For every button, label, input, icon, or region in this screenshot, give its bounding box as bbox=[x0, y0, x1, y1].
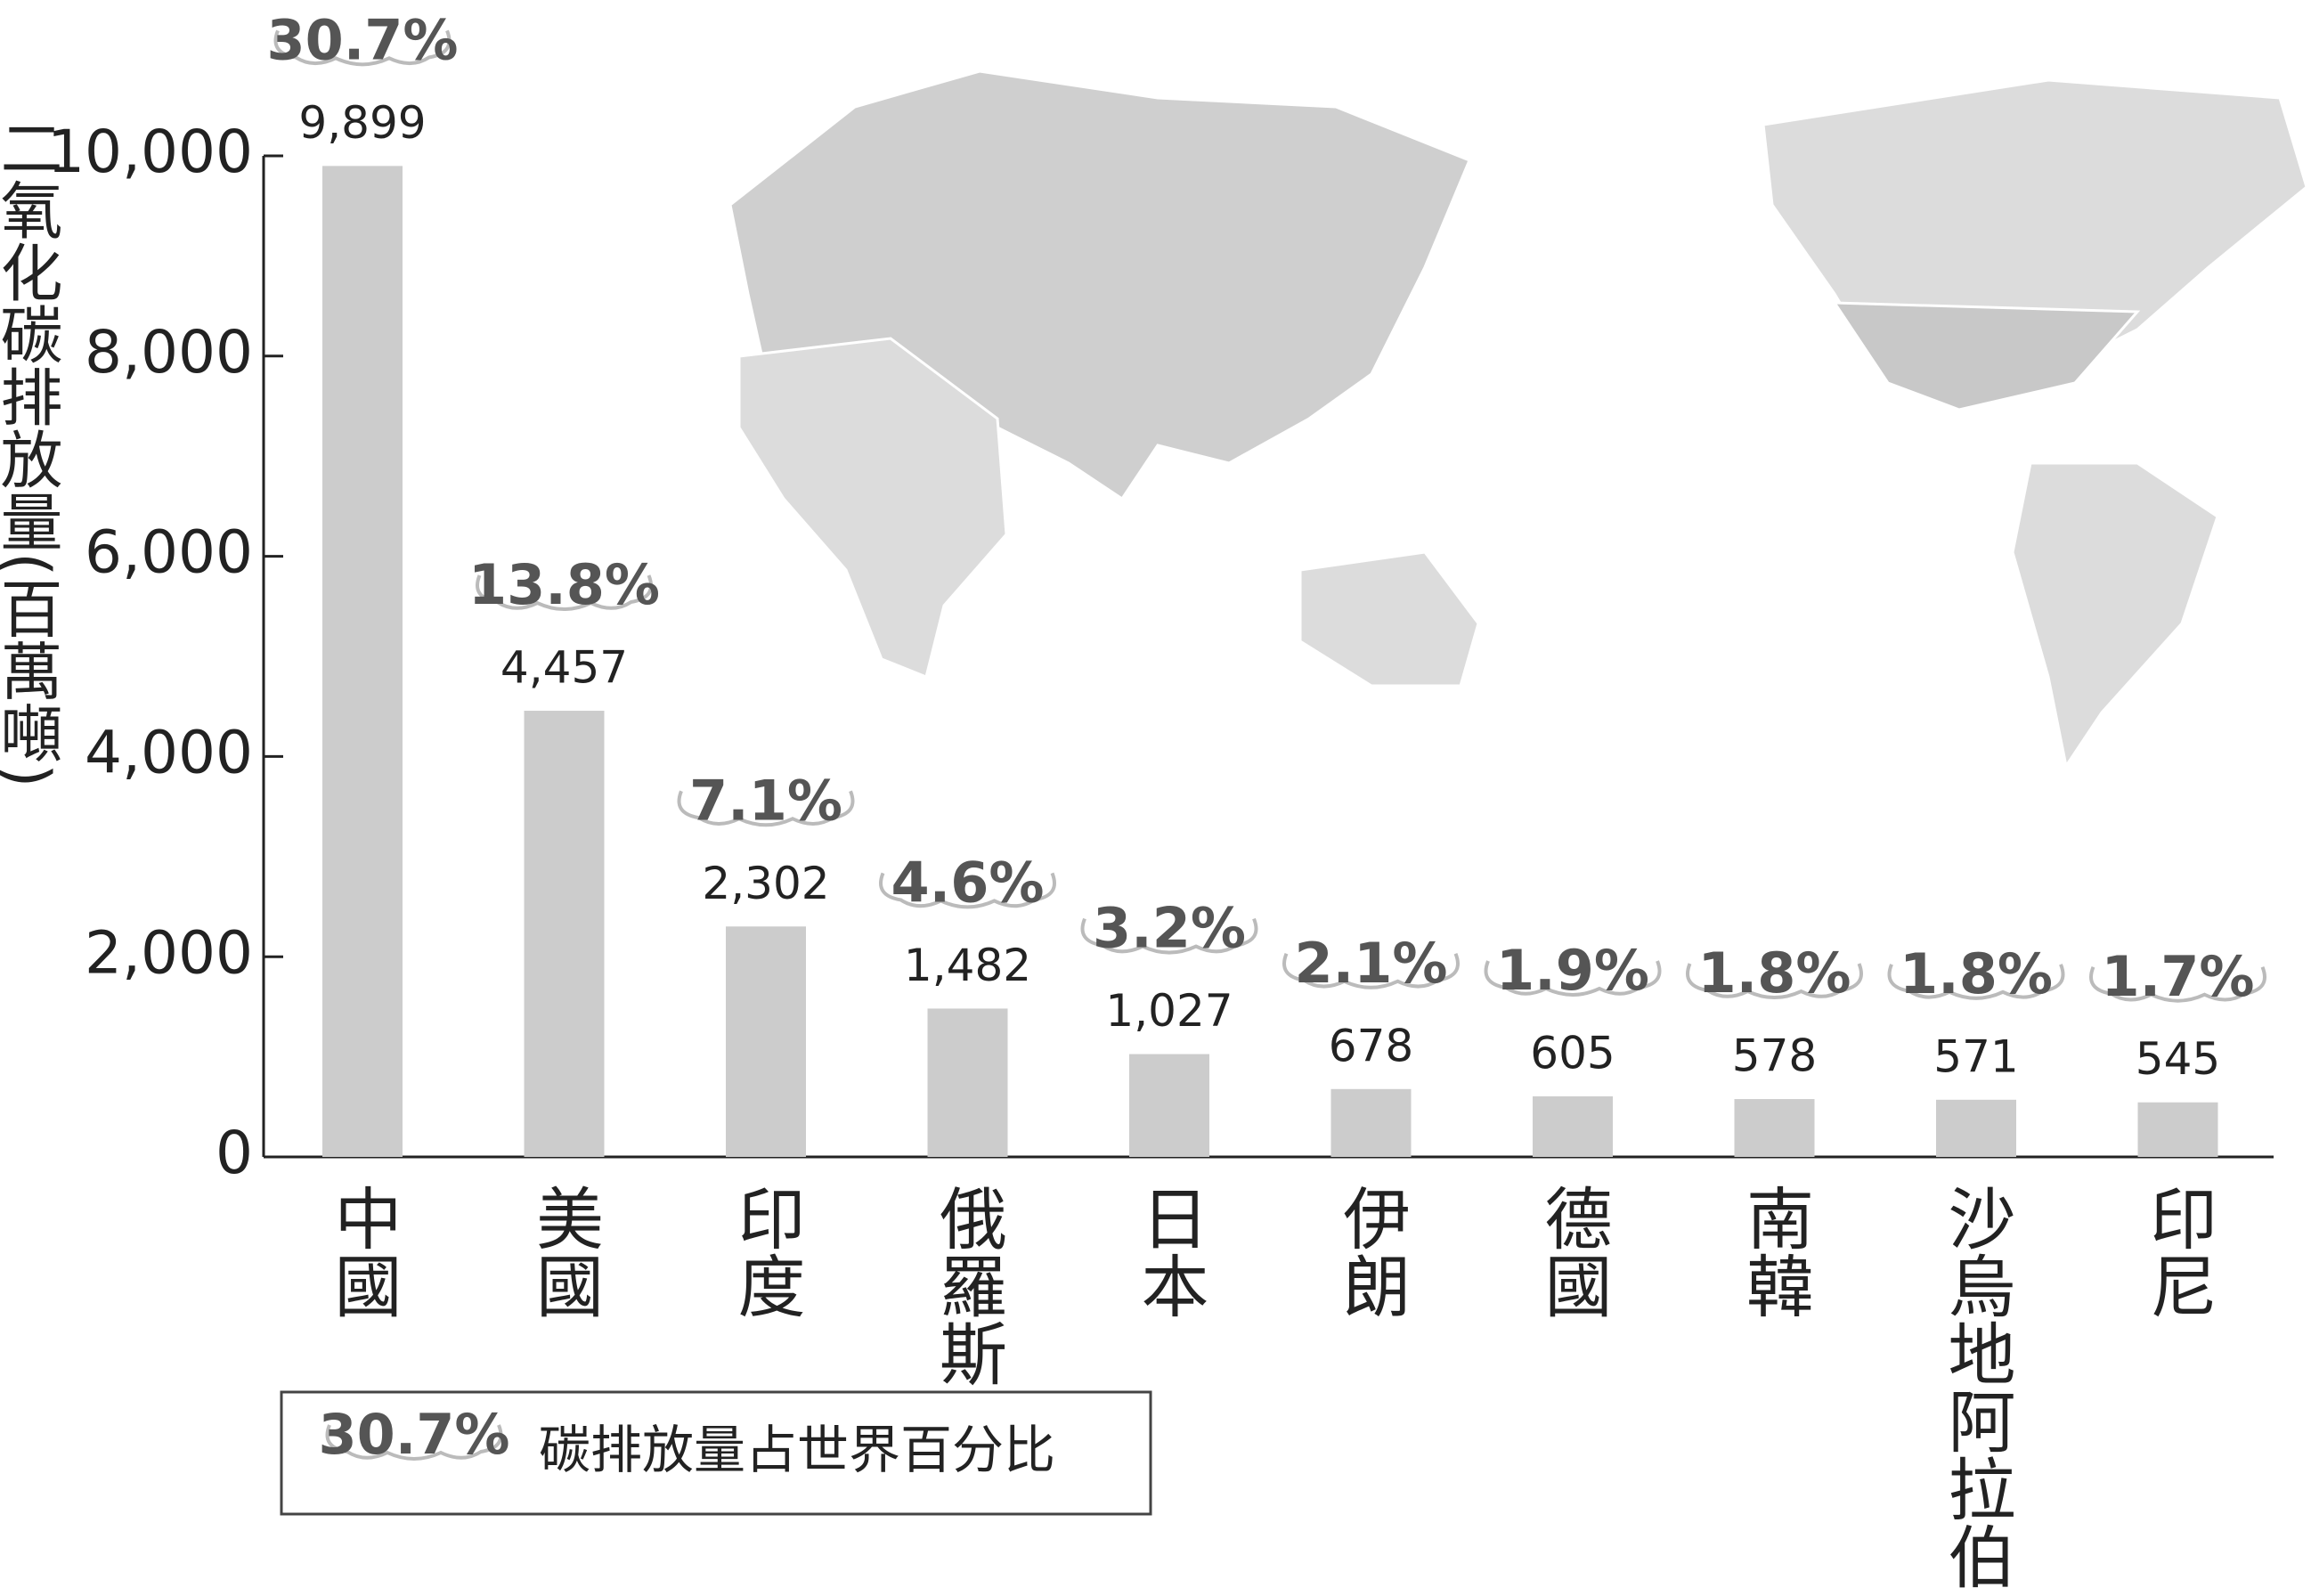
share-label: 1.7% bbox=[2102, 944, 2255, 1009]
share-label: 3.2% bbox=[1093, 896, 1246, 961]
share-label: 30.7% bbox=[266, 7, 458, 72]
bar bbox=[1330, 1088, 1412, 1157]
value-label: 578 bbox=[1732, 1030, 1817, 1082]
share-label: 4.6% bbox=[891, 851, 1045, 916]
share-cloud bbox=[273, 29, 452, 67]
share-cloud bbox=[2089, 965, 2266, 1003]
x-tick-label: 美國 bbox=[525, 1184, 604, 1319]
share-label: 1.9% bbox=[1496, 938, 1649, 1003]
y-tick-label: 8,000 bbox=[85, 318, 253, 387]
share-cloud bbox=[1080, 917, 1258, 955]
share-cloud bbox=[879, 872, 1056, 909]
value-label: 4,457 bbox=[500, 642, 628, 694]
share-cloud bbox=[1282, 953, 1460, 989]
bar bbox=[726, 926, 806, 1157]
value-label: 9,899 bbox=[298, 97, 426, 149]
bar bbox=[1533, 1095, 1613, 1157]
x-tick-label: 中國 bbox=[323, 1184, 403, 1319]
bar bbox=[524, 711, 605, 1157]
x-tick-label: 俄羅斯 bbox=[928, 1184, 1007, 1387]
y-tick-label: 4,000 bbox=[85, 718, 253, 786]
bar bbox=[1734, 1099, 1815, 1157]
value-label: 1,482 bbox=[904, 940, 1031, 991]
y-tick-label: 2,000 bbox=[85, 918, 253, 987]
bar bbox=[1936, 1099, 2016, 1157]
share-label: 13.8% bbox=[468, 552, 660, 617]
x-tick-label: 印尼 bbox=[2138, 1184, 2217, 1319]
x-tick-label: 伊朗 bbox=[1331, 1184, 1411, 1319]
share-label: 1.8% bbox=[1900, 941, 2053, 1006]
world-map bbox=[728, 69, 2308, 770]
legend: 30.7% 碳排放量占世界百分比 bbox=[280, 1390, 1152, 1516]
y-axis-label: 二氧化碳排放量(百萬噸) bbox=[0, 116, 63, 788]
legend-cloud bbox=[325, 1424, 503, 1461]
bar bbox=[322, 166, 403, 1157]
share-cloud bbox=[1484, 960, 1662, 997]
y-tick-label: 0 bbox=[216, 1119, 253, 1187]
bar bbox=[1129, 1054, 1209, 1157]
value-label: 605 bbox=[1530, 1027, 1615, 1079]
y-tick-label: 6,000 bbox=[85, 518, 253, 587]
y-tick-label: 10,000 bbox=[47, 118, 253, 186]
value-label: 1,027 bbox=[1105, 985, 1233, 1037]
bar bbox=[2137, 1102, 2218, 1157]
x-tick-label: 沙烏地阿拉伯 bbox=[1937, 1184, 2016, 1590]
value-label: 571 bbox=[1933, 1030, 2018, 1082]
legend-box bbox=[280, 1390, 1152, 1516]
x-tick-label: 印度 bbox=[727, 1184, 806, 1319]
share-cloud bbox=[1887, 964, 2065, 1000]
x-tick-label: 南韓 bbox=[1735, 1184, 1814, 1319]
legend-sample: 30.7% bbox=[318, 1402, 509, 1467]
share-label: 1.8% bbox=[1698, 940, 1851, 1006]
value-label: 678 bbox=[1329, 1020, 1413, 1071]
value-label: 545 bbox=[2136, 1033, 2220, 1085]
x-tick-label: 日本 bbox=[1130, 1184, 1209, 1319]
value-label: 2,302 bbox=[702, 858, 829, 909]
share-cloud bbox=[476, 574, 653, 611]
x-tick-label: 德國 bbox=[1534, 1184, 1613, 1319]
share-cloud bbox=[677, 790, 855, 827]
share-cloud bbox=[1686, 963, 1863, 999]
bar bbox=[927, 1008, 1008, 1157]
share-label: 2.1% bbox=[1295, 931, 1448, 996]
legend-text: 碳排放量占世界百分比 bbox=[539, 1420, 1055, 1480]
share-label: 7.1% bbox=[689, 768, 842, 833]
